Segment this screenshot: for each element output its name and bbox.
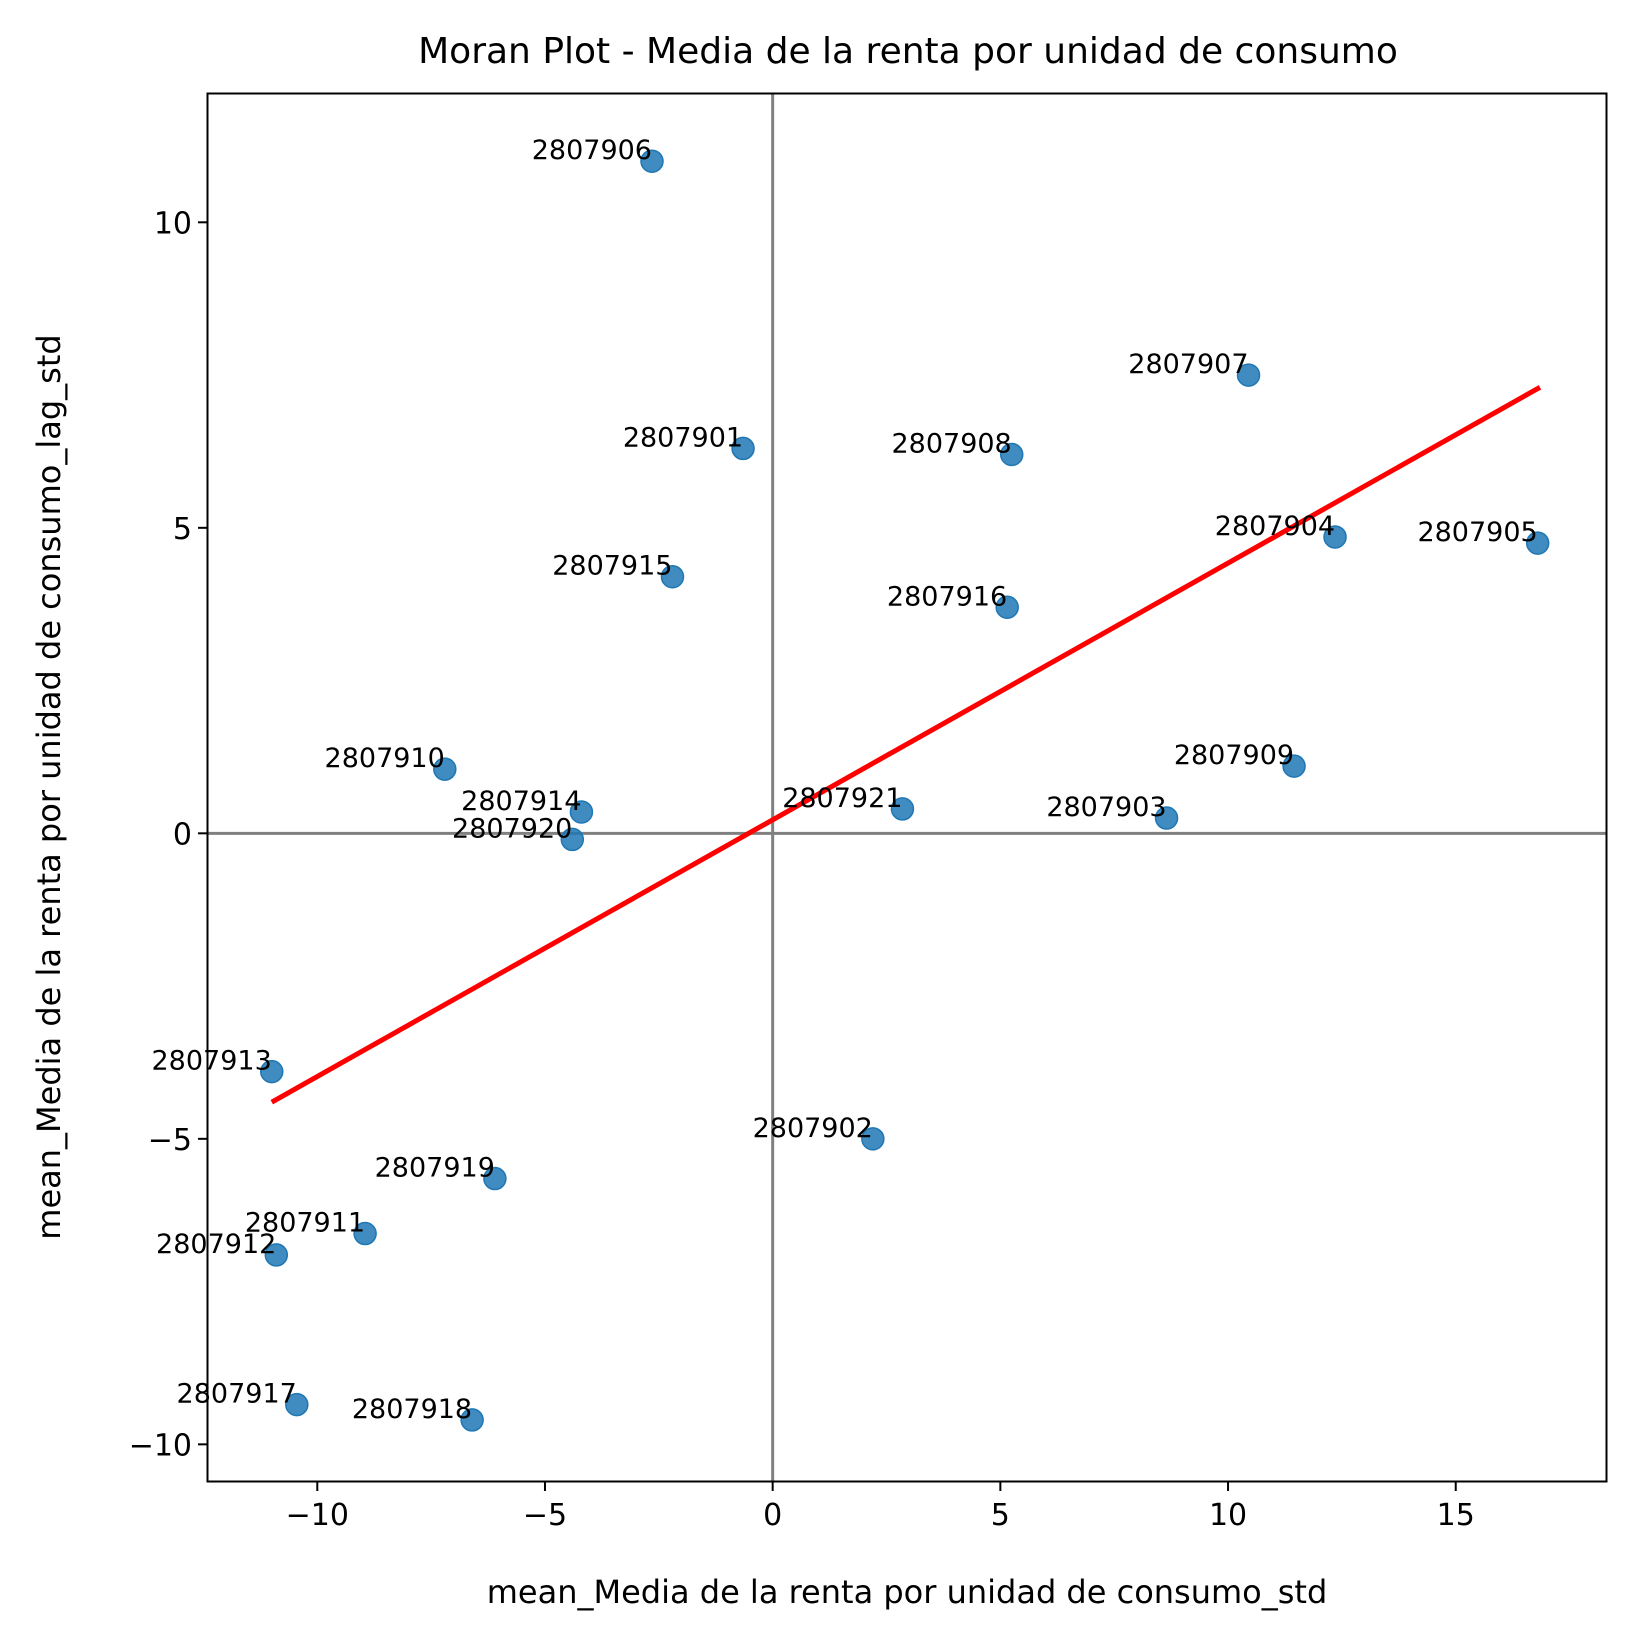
data-point (995, 595, 1019, 620)
point-label: 2807917 (177, 1379, 297, 1410)
data-point (264, 1243, 289, 1267)
point-label: 2807915 (552, 551, 672, 582)
data-point (1236, 363, 1261, 387)
data-point (285, 1392, 309, 1417)
point-label: 2807920 (452, 813, 572, 844)
point-label: 2807901 (623, 422, 743, 453)
point-label: 2807902 (753, 1113, 873, 1144)
y-tick-label: 5 (173, 512, 192, 547)
point-label: 2807906 (532, 135, 652, 166)
data-point (890, 797, 915, 821)
regression-line (270, 385, 1542, 1105)
data-point (640, 149, 664, 173)
data-point (861, 1127, 885, 1151)
y-tick-label: −5 (148, 1123, 192, 1158)
data-point (433, 757, 457, 781)
y-axis: −10 −5 0 5 10 (129, 206, 208, 1463)
y-axis-label: mean_Media de la renta por unidad de con… (30, 334, 68, 1239)
plot-frame (206, 92, 1608, 1483)
point-label: 2807908 (891, 428, 1011, 459)
x-tick-label: 10 (1209, 1498, 1247, 1533)
y-tick-label: 0 (173, 817, 192, 852)
data-point (560, 827, 585, 852)
x-axis-label: mean_Media de la renta por unidad de con… (487, 1573, 1328, 1611)
x-tick-label: −5 (523, 1498, 567, 1533)
data-point (1525, 531, 1550, 555)
x-tick-label: 15 (1437, 1498, 1475, 1533)
point-label: 2807914 (461, 786, 581, 817)
x-axis: −10 −5 0 5 10 15 (286, 1481, 1475, 1533)
data-point (569, 800, 594, 824)
point-label: 2807905 (1417, 517, 1537, 548)
x-tick-label: 5 (991, 1498, 1010, 1533)
data-point (460, 1408, 484, 1432)
x-tick-label: −10 (286, 1498, 349, 1533)
point-label: 2807921 (782, 783, 902, 814)
data-point (260, 1059, 284, 1084)
x-tick-label: 0 (763, 1498, 782, 1533)
point-label: 2807916 (887, 581, 1007, 612)
data-point (731, 436, 755, 461)
data-point (1154, 806, 1179, 830)
point-label: 2807903 (1046, 792, 1166, 823)
point-label: 2807911 (245, 1208, 365, 1239)
y-tick-label: 10 (154, 206, 192, 241)
plot-area: 2807906280790128079152807910280791428079… (152, 94, 1606, 1481)
point-label: 2807904 (1215, 511, 1335, 542)
point-label: 2807912 (156, 1229, 276, 1260)
point-label: 2807910 (325, 743, 445, 774)
point-label: 2807918 (352, 1394, 472, 1425)
chart-title: Moran Plot - Media de la renta por unida… (418, 31, 1398, 72)
data-point (660, 564, 685, 589)
y-tick-label: −10 (129, 1428, 192, 1463)
data-point (483, 1166, 507, 1191)
data-point (1282, 754, 1306, 778)
data-point (353, 1221, 377, 1246)
point-label: 2807919 (375, 1153, 495, 1184)
data-point (1323, 525, 1347, 549)
point-label: 2807913 (152, 1046, 272, 1077)
point-label: 2807907 (1128, 349, 1248, 380)
point-label: 2807909 (1174, 740, 1294, 771)
data-point (999, 442, 1024, 467)
